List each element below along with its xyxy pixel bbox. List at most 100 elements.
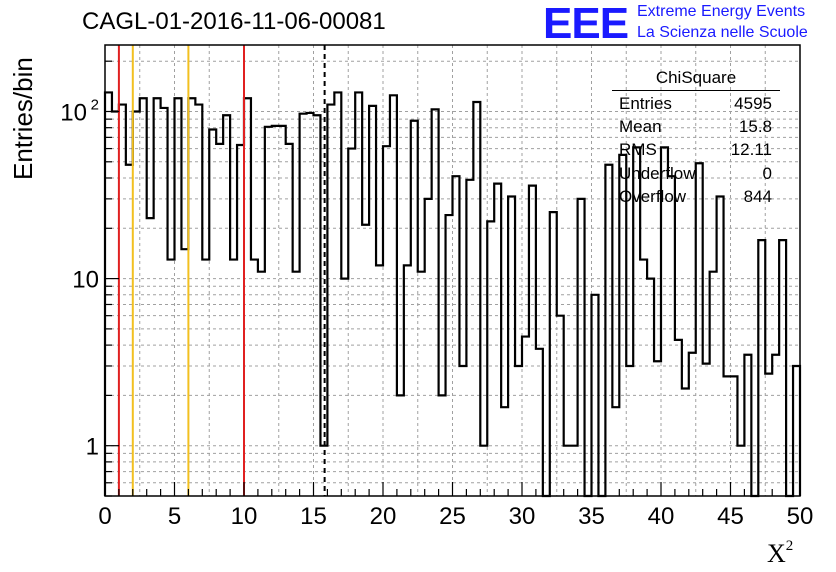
histogram-bin [244, 98, 251, 496]
stats-value: 15.8 [738, 117, 772, 137]
histogram-bin [557, 316, 564, 496]
y-axis-label: Entries/bin [8, 57, 38, 180]
stats-label: Entries [619, 94, 672, 113]
histogram-bin [717, 196, 724, 496]
y-tick-label: 10 [72, 267, 99, 294]
stats-row-entries: Entries 4595 [612, 92, 780, 115]
histogram-bin [731, 376, 738, 496]
y-tick-label-exponent: 2 [91, 96, 99, 113]
histogram-bin [383, 146, 390, 496]
histogram-bin [696, 163, 703, 496]
stats-label: RMS [619, 140, 657, 160]
histogram-bin [209, 130, 216, 496]
histogram-bin [682, 388, 689, 496]
histogram-bin [369, 106, 376, 496]
x-tick-label: 5 [168, 503, 181, 530]
histogram-bin [515, 366, 522, 496]
x-axis-label-base: X [767, 539, 786, 568]
histogram-bin [459, 366, 466, 496]
histogram-bin [425, 199, 432, 496]
x-tick-label: 40 [648, 503, 675, 530]
histogram-bin [612, 407, 619, 496]
histogram-bin [501, 407, 508, 496]
histogram-bin [175, 98, 182, 496]
histogram-bin [453, 176, 460, 496]
histogram-bin [126, 165, 133, 496]
histogram-bin [188, 98, 195, 496]
x-tick-label: 0 [98, 503, 111, 530]
histogram-bin [578, 199, 585, 496]
stats-title: ChiSquare [612, 66, 780, 91]
logo-subtitle-line2: La Scienza nelle Scuole [637, 24, 808, 41]
histogram-bin [202, 260, 209, 496]
histogram-bin [404, 265, 411, 496]
stats-box: ChiSquare Entries 4595 Mean 15.8 RMS 12.11 … [612, 66, 780, 208]
x-tick-label: 30 [509, 503, 536, 530]
histogram-line [103, 91, 802, 498]
histogram-bin [571, 446, 578, 496]
histogram-bin [119, 105, 126, 496]
histogram-bin [140, 98, 147, 496]
x-tick-label: 45 [717, 503, 744, 530]
histogram-bin [508, 196, 515, 496]
histogram-bin [307, 113, 314, 496]
histogram-bin [487, 221, 494, 496]
histogram-bin [668, 176, 675, 496]
histogram-bin [300, 114, 307, 496]
histogram-bin [223, 115, 230, 496]
stats-value: 844 [743, 186, 772, 206]
histogram-bin [654, 361, 661, 496]
histogram-bin [626, 366, 633, 496]
histogram-bin [390, 95, 397, 496]
stats-row-underflow: Underflow 0 [612, 162, 780, 185]
histogram-bin [327, 105, 334, 496]
histogram-bin [439, 395, 446, 496]
histogram-bin [550, 212, 557, 496]
histogram-bin [647, 279, 654, 496]
histogram-bin [703, 364, 710, 496]
histogram-bin [293, 272, 300, 496]
histogram-bin [272, 126, 279, 496]
histogram-bin [355, 92, 362, 496]
x-tick-label: 50 [787, 503, 814, 530]
stats-label: Mean [619, 117, 662, 137]
histogram-bin [362, 225, 369, 496]
histogram-bin [133, 111, 140, 496]
histogram-bin [418, 272, 425, 496]
chart-title: CAGL-01-2016-11-06-00081 [82, 8, 386, 35]
stats-label: Underflow [619, 163, 696, 183]
stats-label: Overflow [619, 186, 687, 206]
histogram-bin [432, 109, 439, 496]
histogram-bin [265, 127, 272, 496]
histogram-bin [314, 115, 321, 496]
histogram-bin [724, 376, 731, 496]
histogram-bin [154, 98, 161, 496]
histogram-bin [494, 184, 501, 496]
histogram-bin [397, 395, 404, 496]
histogram-bin [473, 102, 480, 496]
histogram-bin [195, 105, 202, 496]
histogram-bin [376, 265, 383, 496]
y-tick-label: 10 [60, 99, 87, 126]
histogram-bin [758, 240, 765, 496]
histogram-bin [334, 92, 341, 496]
x-tick-label: 15 [300, 503, 327, 530]
histogram-bin [480, 446, 487, 496]
x-axis-label-superscript: 2 [785, 538, 794, 554]
histogram-bin [765, 374, 772, 496]
histogram-bin [522, 337, 529, 496]
histogram-bin [230, 260, 237, 496]
x-tick-label: 35 [578, 503, 605, 530]
histogram-bin [112, 111, 119, 496]
x-tick-label: 10 [231, 503, 258, 530]
histogram-bin [536, 349, 543, 496]
logo-subtitle-line1: Extreme Energy Events [637, 3, 806, 20]
histogram-bin [564, 446, 571, 496]
histogram-bin [592, 295, 599, 496]
histogram-bin [675, 340, 682, 496]
y-tick-label: 1 [86, 434, 99, 461]
histogram-bin [466, 180, 473, 496]
histogram-bin [279, 126, 286, 496]
histogram-bin [779, 240, 786, 496]
